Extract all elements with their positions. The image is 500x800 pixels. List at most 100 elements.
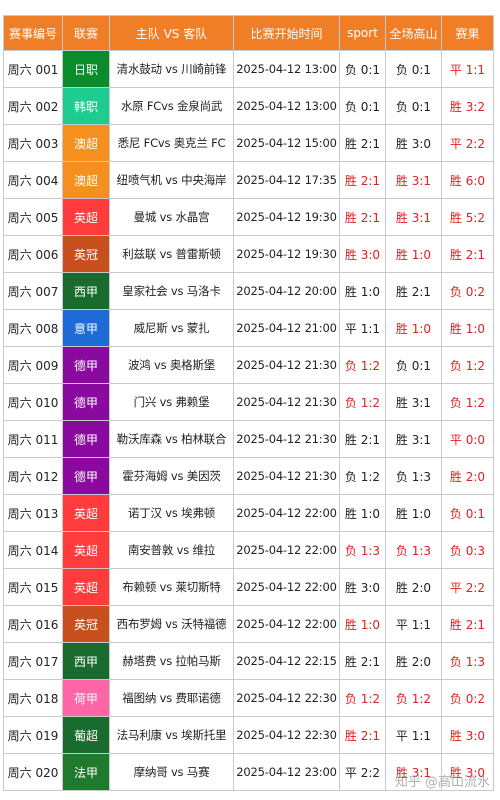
cell-match: 西布罗姆 vs 沃特福德 bbox=[109, 605, 234, 643]
table-row: 周六 016 英冠 西布罗姆 vs 沃特福德 2025-04-12 22:00 胜 1:… bbox=[3, 605, 494, 643]
cell-time: 2025-04-12 17:35 bbox=[233, 161, 340, 199]
cell-time: 2025-04-12 22:00 bbox=[233, 531, 340, 569]
cell-id: 周六 015 bbox=[3, 568, 63, 606]
cell-time: 2025-04-12 22:00 bbox=[233, 568, 340, 606]
cell-gaoshan: 胜 2:0 bbox=[385, 568, 442, 606]
cell-sport: 胜 1:0 bbox=[339, 494, 386, 532]
table-row: 周六 015 英超 布赖顿 vs 莱切斯特 2025-04-12 22:00 胜 3:0… bbox=[3, 568, 494, 606]
cell-gaoshan: 胜 2:0 bbox=[385, 642, 442, 680]
cell-sport: 负 1:3 bbox=[339, 531, 386, 569]
cell-league: 德甲 bbox=[62, 346, 110, 384]
results-table-container: 赛事编号 联赛 主队 VS 客队 比赛开始时间 sport 全场高山 赛果 周六… bbox=[3, 15, 494, 791]
cell-league: 葡超 bbox=[62, 716, 110, 754]
cell-result: 负 0:3 bbox=[441, 531, 494, 569]
cell-gaoshan: 平 1:1 bbox=[385, 716, 442, 754]
cell-league: 英超 bbox=[62, 568, 110, 606]
table-row: 周六 005 英超 曼城 vs 水晶宫 2025-04-12 19:30 胜 2:1 胜 … bbox=[3, 198, 494, 236]
table-row: 周六 014 英超 南安普敦 vs 维拉 2025-04-12 22:00 负 1:3 负… bbox=[3, 531, 494, 569]
cell-gaoshan: 胜 1:0 bbox=[385, 494, 442, 532]
cell-id: 周六 002 bbox=[3, 87, 63, 125]
cell-id: 周六 004 bbox=[3, 161, 63, 199]
cell-gaoshan: 胜 3:1 bbox=[385, 161, 442, 199]
cell-match: 赫塔费 vs 拉帕马斯 bbox=[109, 642, 234, 680]
table-row: 周六 006 英冠 利兹联 vs 普雷斯顿 2025-04-12 19:30 胜 3:0… bbox=[3, 235, 494, 273]
cell-gaoshan: 平 1:1 bbox=[385, 605, 442, 643]
cell-result: 胜 1:0 bbox=[441, 309, 494, 347]
cell-match: 波鸿 vs 奥格斯堡 bbox=[109, 346, 234, 384]
cell-match: 悉尼 FCvs 奥克兰 FC bbox=[109, 124, 234, 162]
cell-result: 平 2:2 bbox=[441, 568, 494, 606]
cell-result: 负 1:2 bbox=[441, 346, 494, 384]
cell-gaoshan: 负 1:3 bbox=[385, 531, 442, 569]
table-row: 周六 008 意甲 威尼斯 vs 蒙扎 2025-04-12 21:00 平 1:1 胜 … bbox=[3, 309, 494, 347]
table-row: 周六 011 德甲 勒沃库森 vs 柏林联合 2025-04-12 21:30 胜 2:… bbox=[3, 420, 494, 458]
cell-id: 周六 016 bbox=[3, 605, 63, 643]
table-row: 周六 009 德甲 波鸿 vs 奥格斯堡 2025-04-12 21:30 负 1:2 负… bbox=[3, 346, 494, 384]
cell-league: 英冠 bbox=[62, 235, 110, 273]
cell-league: 英冠 bbox=[62, 605, 110, 643]
cell-time: 2025-04-12 13:00 bbox=[233, 87, 340, 125]
cell-league: 西甲 bbox=[62, 272, 110, 310]
cell-match: 威尼斯 vs 蒙扎 bbox=[109, 309, 234, 347]
table-header-row: 赛事编号 联赛 主队 VS 客队 比赛开始时间 sport 全场高山 赛果 bbox=[3, 15, 494, 51]
cell-time: 2025-04-12 20:00 bbox=[233, 272, 340, 310]
cell-time: 2025-04-12 21:30 bbox=[233, 383, 340, 421]
cell-result: 负 0:1 bbox=[441, 494, 494, 532]
cell-match: 曼城 vs 水晶宫 bbox=[109, 198, 234, 236]
cell-result: 胜 5:2 bbox=[441, 198, 494, 236]
cell-league: 德甲 bbox=[62, 457, 110, 495]
cell-sport: 平 2:2 bbox=[339, 753, 386, 791]
cell-time: 2025-04-12 22:30 bbox=[233, 716, 340, 754]
cell-id: 周六 005 bbox=[3, 198, 63, 236]
cell-league: 澳超 bbox=[62, 124, 110, 162]
cell-id: 周六 008 bbox=[3, 309, 63, 347]
cell-league: 英超 bbox=[62, 198, 110, 236]
cell-result: 胜 6:0 bbox=[441, 161, 494, 199]
cell-result: 负 0:2 bbox=[441, 679, 494, 717]
table-row: 周六 012 德甲 霍芬海姆 vs 美因茨 2025-04-12 21:30 负 1:2… bbox=[3, 457, 494, 495]
cell-match: 纽喷气机 vs 中央海岸 bbox=[109, 161, 234, 199]
cell-sport: 负 0:1 bbox=[339, 50, 386, 88]
cell-result: 负 1:2 bbox=[441, 383, 494, 421]
header-match: 主队 VS 客队 bbox=[109, 15, 234, 51]
cell-gaoshan: 负 1:3 bbox=[385, 457, 442, 495]
cell-result: 胜 2:1 bbox=[441, 605, 494, 643]
header-sport: sport bbox=[339, 15, 386, 51]
table-row: 周六 004 澳超 纽喷气机 vs 中央海岸 2025-04-12 17:35 胜 2:… bbox=[3, 161, 494, 199]
cell-gaoshan: 负 0:1 bbox=[385, 346, 442, 384]
cell-gaoshan: 负 0:1 bbox=[385, 50, 442, 88]
cell-sport: 胜 2:1 bbox=[339, 124, 386, 162]
cell-gaoshan: 胜 3:1 bbox=[385, 198, 442, 236]
cell-sport: 负 1:2 bbox=[339, 346, 386, 384]
table-row: 周六 018 荷甲 福图纳 vs 费耶诺德 2025-04-12 22:30 负 1:2… bbox=[3, 679, 494, 717]
cell-time: 2025-04-12 21:30 bbox=[233, 346, 340, 384]
cell-match: 福图纳 vs 费耶诺德 bbox=[109, 679, 234, 717]
cell-league: 西甲 bbox=[62, 642, 110, 680]
cell-sport: 负 1:2 bbox=[339, 383, 386, 421]
cell-result: 平 2:2 bbox=[441, 124, 494, 162]
cell-id: 周六 014 bbox=[3, 531, 63, 569]
watermark: 知乎 @高山流水 bbox=[394, 775, 490, 790]
cell-result: 平 0:0 bbox=[441, 420, 494, 458]
cell-id: 周六 003 bbox=[3, 124, 63, 162]
cell-time: 2025-04-12 19:30 bbox=[233, 198, 340, 236]
cell-result: 平 1:1 bbox=[441, 50, 494, 88]
table-row: 周六 001 日职 清水鼓动 vs 川崎前锋 2025-04-12 13:00 负 0:… bbox=[3, 50, 494, 88]
cell-time: 2025-04-12 22:00 bbox=[233, 605, 340, 643]
cell-result: 负 1:3 bbox=[441, 642, 494, 680]
cell-result: 胜 3:0 bbox=[441, 716, 494, 754]
table-row: 周六 020 法甲 摩纳哥 vs 马赛 2025-04-12 23:00 平 2:2 胜 … bbox=[3, 753, 494, 791]
cell-match: 霍芬海姆 vs 美因茨 bbox=[109, 457, 234, 495]
header-result: 赛果 bbox=[441, 15, 494, 51]
cell-id: 周六 006 bbox=[3, 235, 63, 273]
cell-time: 2025-04-12 22:00 bbox=[233, 494, 340, 532]
cell-result: 负 0:2 bbox=[441, 272, 494, 310]
cell-result: 胜 3:2 bbox=[441, 87, 494, 125]
cell-time: 2025-04-12 22:30 bbox=[233, 679, 340, 717]
table-row: 周六 017 西甲 赫塔费 vs 拉帕马斯 2025-04-12 22:15 胜 2:1… bbox=[3, 642, 494, 680]
cell-sport: 胜 2:1 bbox=[339, 420, 386, 458]
cell-gaoshan: 胜 1:0 bbox=[385, 235, 442, 273]
cell-time: 2025-04-12 23:00 bbox=[233, 753, 340, 791]
cell-id: 周六 012 bbox=[3, 457, 63, 495]
cell-league: 德甲 bbox=[62, 383, 110, 421]
